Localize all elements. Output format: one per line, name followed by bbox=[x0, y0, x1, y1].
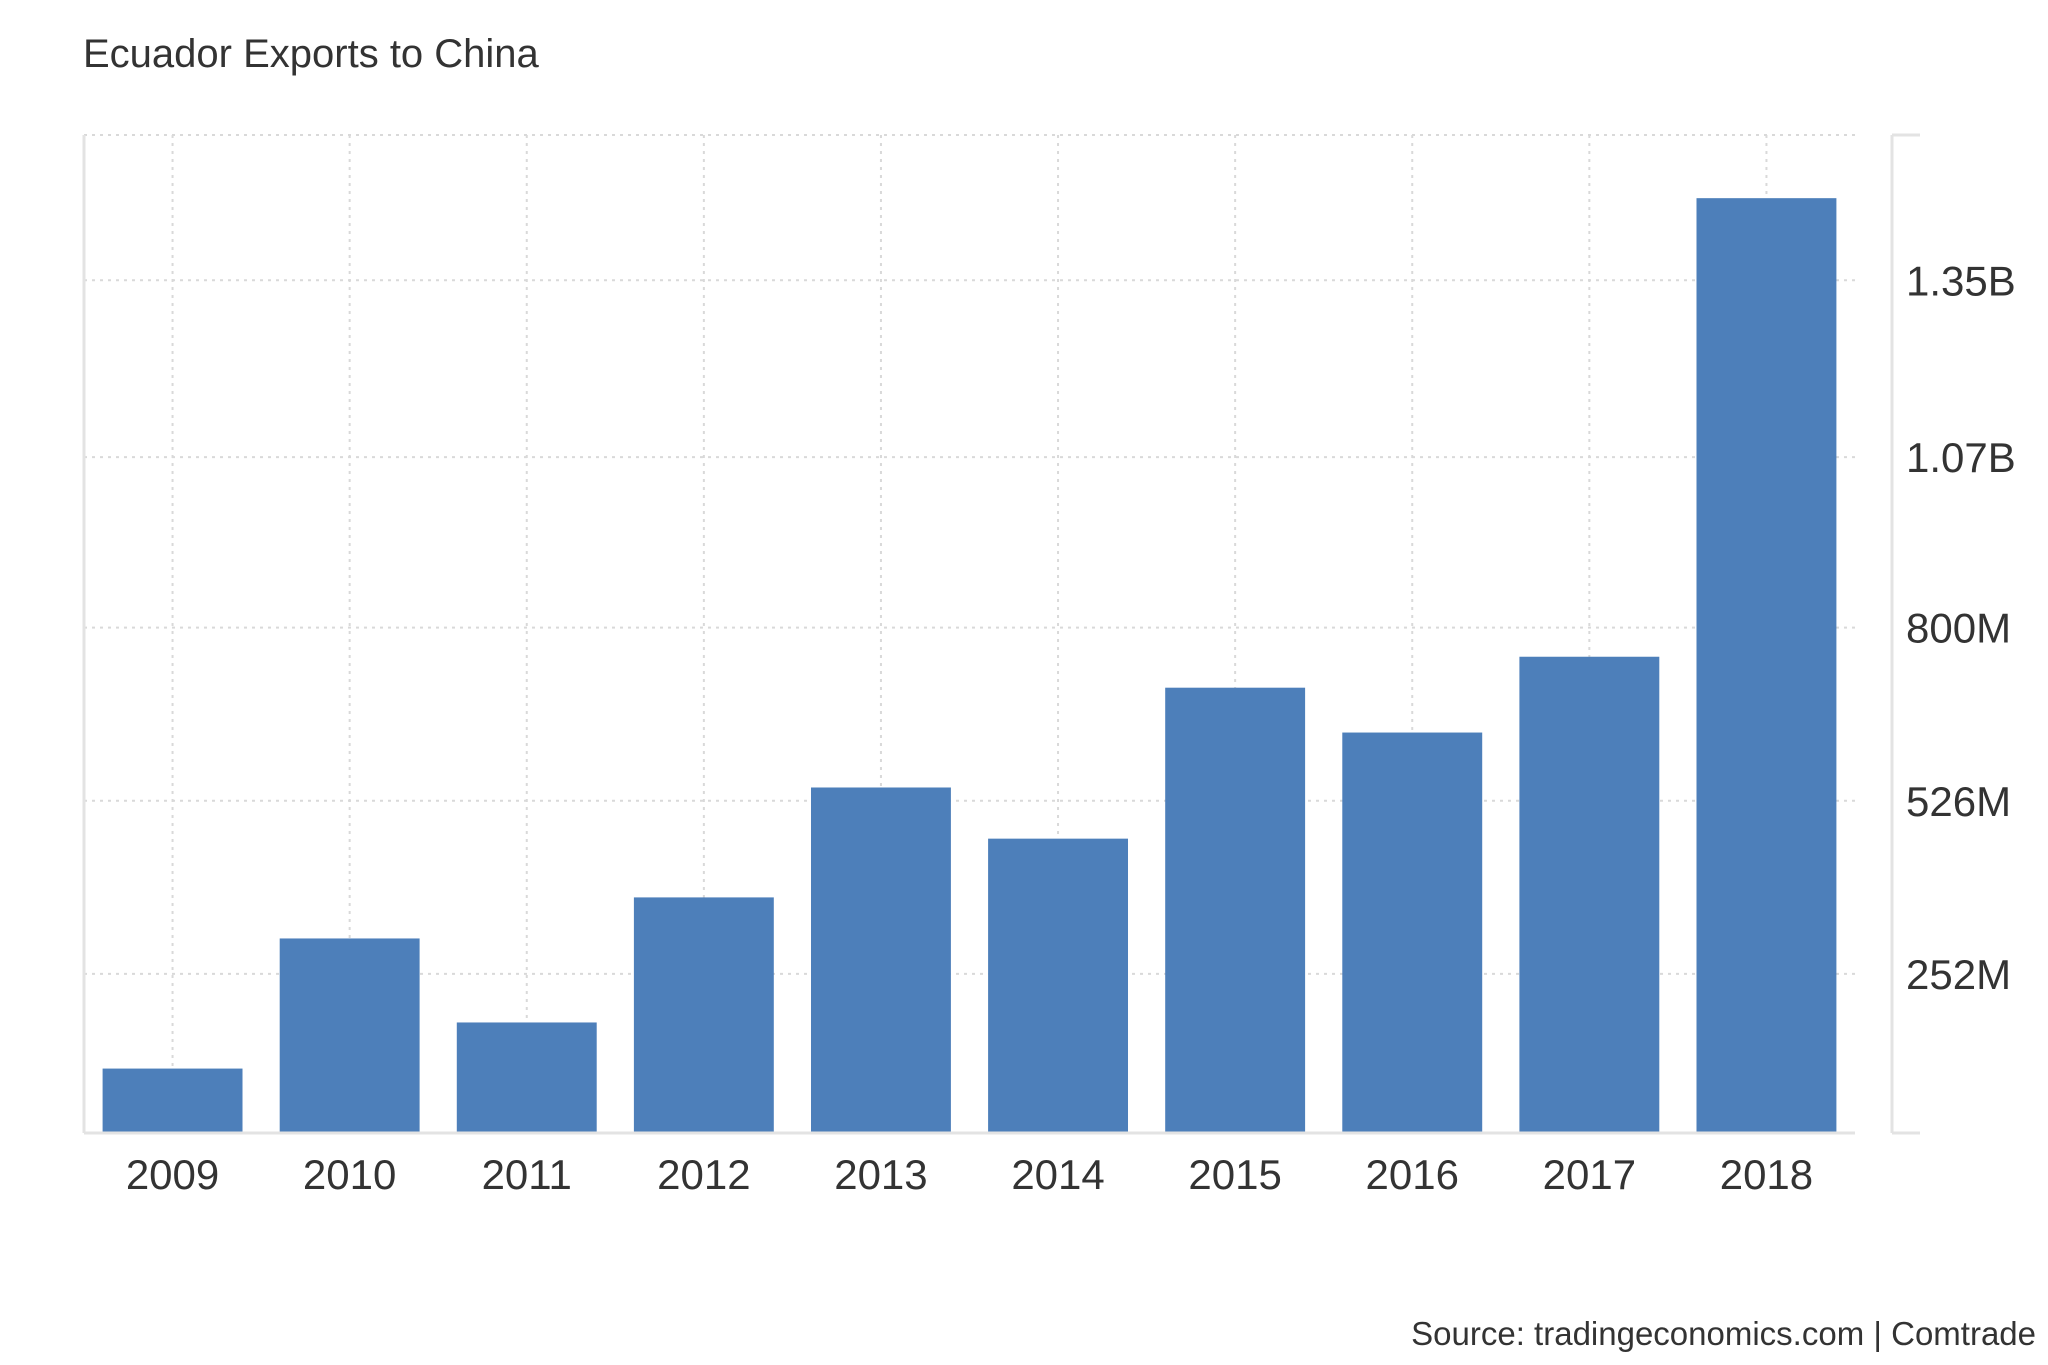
x-tick-label-2016: 2016 bbox=[1366, 1151, 1459, 1198]
source-note: Source: tradingeconomics.com | Comtrade bbox=[1411, 1315, 2036, 1352]
x-tick-label-2018: 2018 bbox=[1720, 1151, 1813, 1198]
axes bbox=[82, 133, 1920, 1135]
x-tick-label-2017: 2017 bbox=[1543, 1151, 1636, 1198]
bar-2010 bbox=[279, 938, 420, 1133]
chart-title: Ecuador Exports to China bbox=[83, 32, 540, 76]
x-tick-label-2010: 2010 bbox=[303, 1151, 396, 1198]
x-tick-label-2011: 2011 bbox=[482, 1151, 572, 1198]
bar-2013 bbox=[810, 787, 951, 1133]
bars bbox=[102, 198, 1837, 1133]
x-tick-label-2013: 2013 bbox=[834, 1151, 927, 1198]
bar-2018 bbox=[1696, 198, 1837, 1133]
bar-2015 bbox=[1165, 687, 1306, 1133]
bar-2012 bbox=[633, 897, 774, 1133]
bar-2014 bbox=[988, 838, 1129, 1133]
x-axis-tick-labels: 2009 2010 2011 2012 2013 2014 2015 2016 2017 2018 bbox=[126, 1151, 1813, 1198]
x-tick-label-2014: 2014 bbox=[1011, 1151, 1104, 1198]
y-tick-label-1: 526M bbox=[1906, 778, 2011, 825]
bar-2009 bbox=[102, 1068, 243, 1133]
y-tick-label-4: 1.35B bbox=[1906, 257, 2016, 304]
bar-2017 bbox=[1519, 656, 1660, 1133]
bar-2011 bbox=[456, 1022, 597, 1133]
x-tick-label-2015: 2015 bbox=[1188, 1151, 1281, 1198]
y-axis-tick-labels: 252M 526M 800M 1.07B 1.35B bbox=[1906, 257, 2016, 998]
bar-2016 bbox=[1342, 732, 1483, 1133]
y-tick-label-0: 252M bbox=[1906, 951, 2011, 998]
x-tick-label-2009: 2009 bbox=[126, 1151, 219, 1198]
y-tick-label-2: 800M bbox=[1906, 605, 2011, 652]
y-tick-label-3: 1.07B bbox=[1906, 434, 2016, 481]
x-tick-label-2012: 2012 bbox=[657, 1151, 750, 1198]
